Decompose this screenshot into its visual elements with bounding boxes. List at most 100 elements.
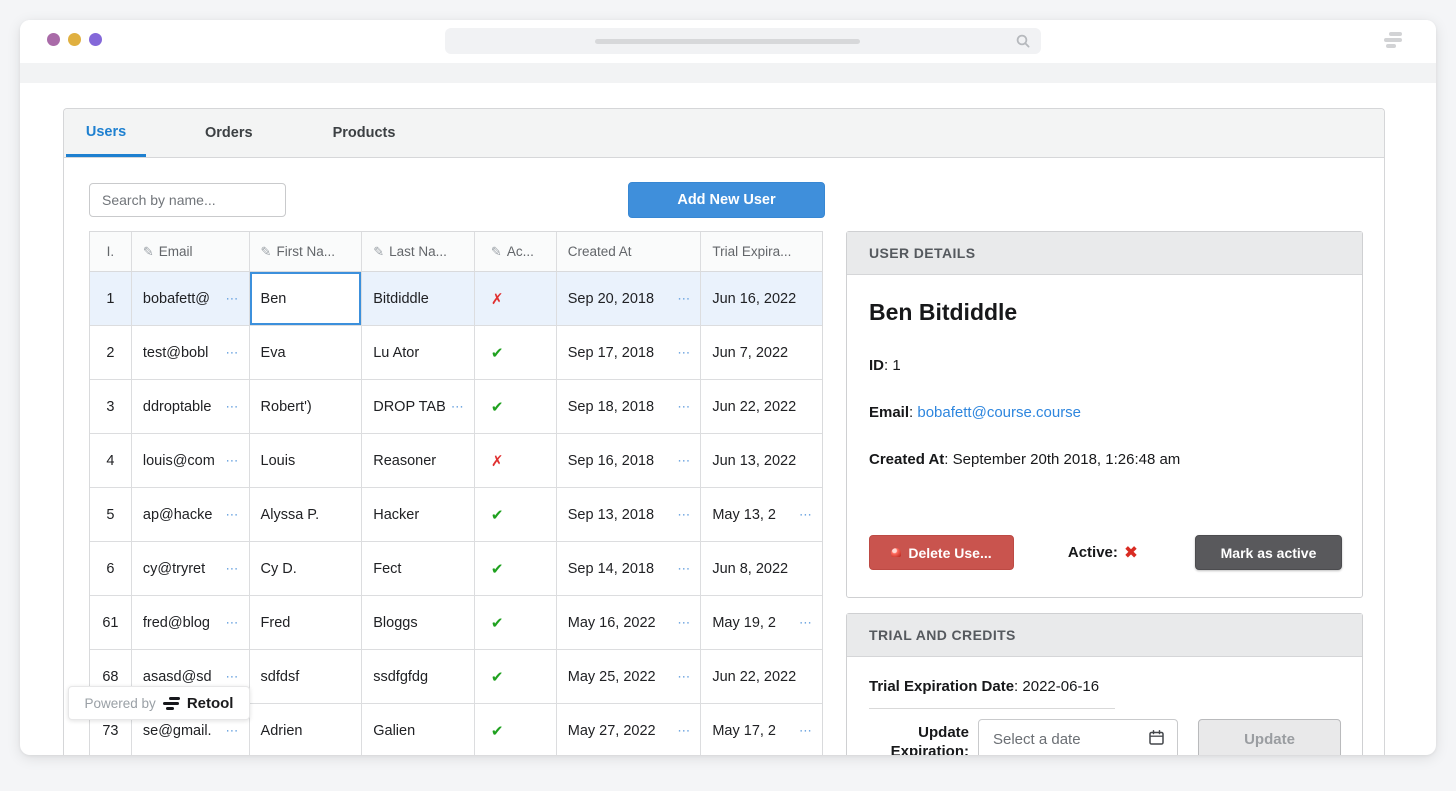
- table-row[interactable]: 2 test@bobl ⋯ Eva Lu Ator ✔ Sep 17, 2018 ⋯ Jun 7…: [90, 326, 822, 380]
- cell-id[interactable]: 1: [90, 272, 132, 325]
- cell-id[interactable]: 3: [90, 380, 132, 433]
- window-close-button[interactable]: [47, 33, 60, 46]
- table-row[interactable]: 61 fred@blog ⋯ Fred Bloggs ✔ May 16, 2022 ⋯ May …: [90, 596, 822, 650]
- cell-created-at[interactable]: May 16, 2022 ⋯: [557, 596, 702, 649]
- cell-active[interactable]: ✔: [475, 488, 557, 541]
- cell-first-name[interactable]: Fred: [250, 596, 363, 649]
- cell-overflow-icon[interactable]: ⋯: [798, 506, 813, 522]
- cell-last-name[interactable]: Reasoner: [362, 434, 475, 487]
- cell-last-name[interactable]: Galien: [362, 704, 475, 755]
- column-header-email[interactable]: ✎ Email: [132, 232, 250, 271]
- cell-id[interactable]: 73: [90, 704, 132, 755]
- cell-first-name[interactable]: Robert'): [250, 380, 363, 433]
- cell-last-name[interactable]: Hacker: [362, 488, 475, 541]
- table-row[interactable]: 4 louis@com ⋯ Louis Reasoner ✗ Sep 16, 2018 ⋯ Ju…: [90, 434, 822, 488]
- add-new-user-button[interactable]: Add New User: [628, 182, 825, 218]
- address-bar[interactable]: [445, 28, 1041, 54]
- calendar-icon[interactable]: [1148, 729, 1165, 751]
- table-row[interactable]: 6 cy@tryret ⋯ Cy D. Fect ✔ Sep 14, 2018 ⋯ Jun 8,…: [90, 542, 822, 596]
- cell-overflow-icon[interactable]: ⋯: [677, 344, 692, 360]
- cell-first-name[interactable]: Louis: [250, 434, 363, 487]
- column-header-last-name[interactable]: ✎ Last Na...: [362, 232, 475, 271]
- email-link[interactable]: bobafett@course.course: [917, 404, 1082, 421]
- cell-trial-expiration[interactable]: Jun 13, 2022: [712, 452, 797, 469]
- cell-last-name[interactable]: DROP TAB ⋯: [362, 380, 475, 433]
- table-row[interactable]: 5 ap@hacke ⋯ Alyssa P. Hacker ✔ Sep 13, 2018 ⋯ M…: [90, 488, 822, 542]
- cell-overflow-icon[interactable]: ⋯: [677, 614, 692, 630]
- cell-active[interactable]: ✗: [475, 272, 557, 325]
- cell-email[interactable]: cy@tryret ⋯: [132, 542, 250, 595]
- cell-overflow-icon[interactable]: ⋯: [225, 723, 240, 738]
- cell-active[interactable]: ✔: [475, 596, 557, 649]
- cell-overflow-icon[interactable]: ⋯: [677, 668, 692, 684]
- cell-last-name[interactable]: Bloggs: [362, 596, 475, 649]
- cell-trial-expiration[interactable]: May 19, 2 ⋯: [701, 596, 822, 649]
- column-header-active[interactable]: ✎ Ac...: [475, 232, 557, 271]
- delete-user-button[interactable]: Delete Use...: [869, 535, 1014, 570]
- update-button[interactable]: Update: [1198, 719, 1341, 755]
- table-row[interactable]: 1 bobafett@ ⋯ Ben Bitdiddle ✗ Sep 20, 2018 ⋯ Jun…: [90, 272, 822, 326]
- cell-trial-expiration[interactable]: Jun 8, 2022: [712, 560, 789, 577]
- cell-overflow-icon[interactable]: ⋯: [677, 560, 692, 576]
- cell-overflow-icon[interactable]: ⋯: [225, 344, 240, 360]
- cell-overflow-icon[interactable]: ⋯: [450, 398, 465, 414]
- tab-products[interactable]: Products: [332, 125, 396, 141]
- cell-trial-expiration[interactable]: Jun 22, 2022: [712, 668, 797, 685]
- cell-email[interactable]: test@bobl ⋯: [132, 326, 250, 379]
- cell-overflow-icon[interactable]: ⋯: [225, 506, 240, 522]
- cell-created-at[interactable]: Sep 16, 2018 ⋯: [557, 434, 702, 487]
- cell-email[interactable]: bobafett@ ⋯: [132, 272, 250, 325]
- cell-overflow-icon[interactable]: ⋯: [677, 452, 692, 468]
- cell-active[interactable]: ✔: [475, 380, 557, 433]
- cell-first-name[interactable]: Adrien: [250, 704, 363, 755]
- cell-first-name[interactable]: Ben: [249, 272, 363, 325]
- cell-overflow-icon[interactable]: ⋯: [225, 668, 240, 684]
- cell-overflow-icon[interactable]: ⋯: [677, 506, 692, 522]
- cell-email[interactable]: ddroptable ⋯: [132, 380, 250, 433]
- cell-email[interactable]: louis@com ⋯: [132, 434, 250, 487]
- table-row[interactable]: 3 ddroptable ⋯ Robert') DROP TAB ⋯ ✔ Sep 18, 20…: [90, 380, 822, 434]
- column-header-first-name[interactable]: ✎ First Na...: [250, 232, 363, 271]
- date-picker-input[interactable]: Select a date: [978, 719, 1178, 755]
- cell-trial-expiration[interactable]: Jun 16, 2022: [712, 290, 797, 307]
- cell-first-name[interactable]: Eva: [250, 326, 363, 379]
- cell-email[interactable]: se@gmail. ⋯: [132, 704, 250, 755]
- cell-overflow-icon[interactable]: ⋯: [677, 398, 692, 414]
- cell-id[interactable]: 68: [90, 650, 132, 703]
- cell-active[interactable]: ✔: [475, 704, 557, 755]
- cell-last-name[interactable]: ssdfgfdg: [362, 650, 475, 703]
- cell-last-name[interactable]: Lu Ator: [362, 326, 475, 379]
- cell-trial-expiration[interactable]: May 17, 2 ⋯: [701, 704, 822, 755]
- cell-overflow-icon[interactable]: ⋯: [225, 560, 240, 576]
- cell-id[interactable]: 5: [90, 488, 132, 541]
- tab-orders[interactable]: Orders: [205, 125, 253, 141]
- cell-created-at[interactable]: Sep 13, 2018 ⋯: [557, 488, 702, 541]
- cell-overflow-icon[interactable]: ⋯: [225, 290, 240, 306]
- search-by-name-input[interactable]: [89, 183, 286, 217]
- cell-overflow-icon[interactable]: ⋯: [225, 452, 240, 468]
- cell-created-at[interactable]: Sep 18, 2018 ⋯: [557, 380, 702, 433]
- cell-first-name[interactable]: sdfdsf: [250, 650, 363, 703]
- cell-overflow-icon[interactable]: ⋯: [798, 723, 813, 738]
- cell-trial-expiration[interactable]: Jun 7, 2022: [712, 344, 789, 361]
- cell-id[interactable]: 61: [90, 596, 132, 649]
- cell-overflow-icon[interactable]: ⋯: [798, 614, 813, 630]
- cell-created-at[interactable]: May 25, 2022 ⋯: [557, 650, 702, 703]
- cell-overflow-icon[interactable]: ⋯: [225, 614, 240, 630]
- cell-active[interactable]: ✔: [475, 326, 557, 379]
- cell-active[interactable]: ✔: [475, 542, 557, 595]
- window-zoom-button[interactable]: [89, 33, 102, 46]
- mark-as-active-button[interactable]: Mark as active: [1195, 535, 1342, 570]
- cell-id[interactable]: 4: [90, 434, 132, 487]
- cell-overflow-icon[interactable]: ⋯: [677, 723, 692, 738]
- column-header-created-at[interactable]: Created At: [557, 232, 702, 271]
- cell-created-at[interactable]: Sep 20, 2018 ⋯: [557, 272, 702, 325]
- cell-overflow-icon[interactable]: ⋯: [677, 290, 692, 306]
- cell-id[interactable]: 2: [90, 326, 132, 379]
- cell-email[interactable]: ap@hacke ⋯: [132, 488, 250, 541]
- window-minimize-button[interactable]: [68, 33, 81, 46]
- browser-menu-icon[interactable]: [1384, 32, 1402, 48]
- column-header-trial-expiration[interactable]: Trial Expira...: [712, 244, 792, 259]
- cell-active[interactable]: ✗: [475, 434, 557, 487]
- tab-users[interactable]: Users: [66, 109, 146, 157]
